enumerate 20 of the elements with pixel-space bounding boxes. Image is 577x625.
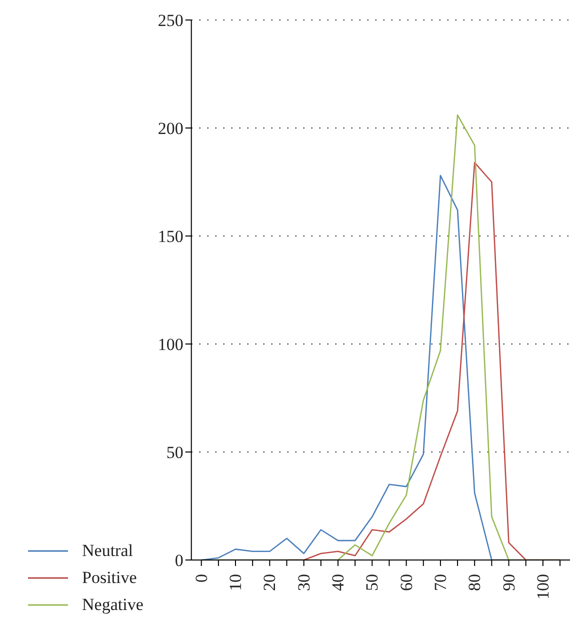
legend-label: Negative	[82, 594, 144, 614]
x-tick-label: 10	[226, 574, 246, 591]
legend-label: Positive	[82, 568, 137, 588]
x-tick-label: 90	[499, 574, 518, 591]
y-tick-label: 250	[158, 11, 184, 30]
x-tick-label: 50	[362, 574, 382, 591]
y-tick-label: 200	[158, 119, 184, 138]
y-tick-label: 50	[166, 443, 184, 462]
x-tick-label: 20	[260, 574, 280, 591]
x-tick-label: 30	[294, 574, 314, 591]
y-tick-label: 0	[174, 551, 184, 570]
x-tick-label: 0	[192, 574, 211, 582]
legend-label: Neutral	[82, 540, 133, 560]
y-tick-label: 100	[158, 335, 184, 354]
x-tick-label: 60	[396, 574, 416, 591]
x-tick-label: 100	[533, 574, 552, 600]
x-tick-label: 80	[465, 574, 484, 591]
x-tick-label: 40	[328, 574, 348, 591]
y-tick-label: 150	[158, 227, 184, 246]
x-tick-label: 70	[430, 574, 450, 591]
